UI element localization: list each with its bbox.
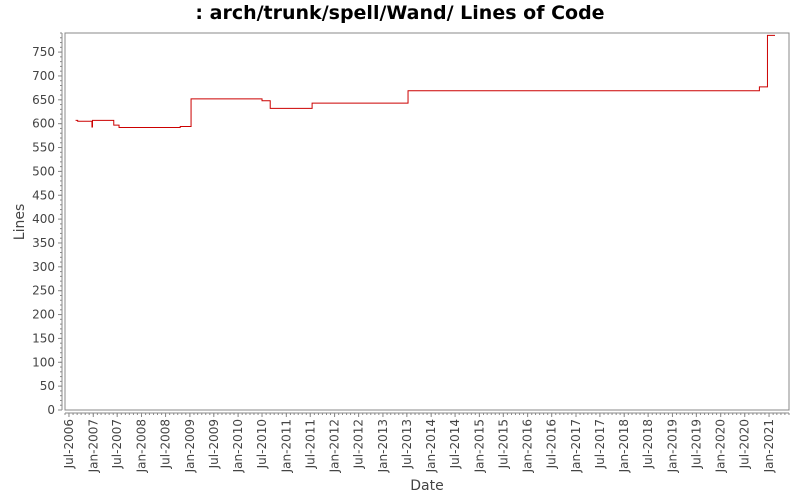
x-axis: Jul-2006 Jan-2007 Jul-2007 Jan-2008 Jul-2008… xyxy=(62,412,790,473)
y-tick-label: 750 xyxy=(32,45,55,59)
x-tick-label: Jan-2021 xyxy=(762,419,776,473)
plot-area xyxy=(64,32,790,411)
y-tick-label: 700 xyxy=(32,69,55,83)
x-tick-label: Jul-2016 xyxy=(545,419,559,469)
y-tick-label: 600 xyxy=(32,117,55,131)
x-tick-label: Jul-2017 xyxy=(593,419,607,469)
x-axis-label: Date xyxy=(410,478,443,494)
x-tick-label: Jan-2012 xyxy=(328,419,342,473)
y-tick-label: 500 xyxy=(32,164,55,178)
x-tick-label: Jul-2014 xyxy=(448,419,462,469)
x-tick-label: Jan-2014 xyxy=(424,419,438,473)
y-tick-label: 50 xyxy=(40,379,55,393)
x-tick-label: Jul-2010 xyxy=(255,419,269,469)
x-tick-label: Jan-2010 xyxy=(231,419,245,473)
x-tick-label: Jan-2007 xyxy=(86,419,100,473)
y-tick-label: 200 xyxy=(32,308,55,322)
x-tick-label: Jan-2019 xyxy=(665,419,679,473)
x-tick-label: Jan-2009 xyxy=(183,419,197,473)
series-layer xyxy=(75,34,775,128)
y-tick-label: 0 xyxy=(47,403,55,417)
y-tick-label: 450 xyxy=(32,188,55,202)
x-tick-label: Jan-2008 xyxy=(135,419,149,473)
x-tick-label: Jul-2011 xyxy=(303,419,317,469)
x-tick-label: Jul-2012 xyxy=(352,419,366,469)
y-axis: 0 50 100 150 200 250 300 350 400 450 500 550 600 650 7… xyxy=(32,32,63,417)
y-axis-label: Lines xyxy=(12,204,28,240)
x-tick-label: Jul-2018 xyxy=(641,419,655,469)
y-tick-label: 350 xyxy=(32,236,55,250)
x-tick-label: Jul-2015 xyxy=(496,419,510,469)
x-tick-label: Jul-2006 xyxy=(62,419,76,469)
x-tick-label: Jan-2018 xyxy=(617,419,631,473)
y-tick-label: 400 xyxy=(32,212,55,226)
x-tick-label: Jan-2017 xyxy=(569,419,583,473)
x-tick-label: Jul-2007 xyxy=(110,419,124,469)
x-tick-label: Jan-2020 xyxy=(714,419,728,473)
y-tick-label: 550 xyxy=(32,141,55,155)
x-tick-label: Jul-2019 xyxy=(689,419,703,469)
chart-title: : arch/trunk/spell/Wand/ Lines of Code xyxy=(195,2,605,24)
x-tick-label: Jul-2008 xyxy=(159,419,173,469)
y-tick-label: 150 xyxy=(32,331,55,345)
x-tick-label: Jul-2009 xyxy=(207,419,221,469)
x-tick-label: Jan-2013 xyxy=(376,419,390,473)
x-tick-label: Jul-2020 xyxy=(738,419,752,469)
y-tick-label: 250 xyxy=(32,284,55,298)
x-tick-label: Jan-2015 xyxy=(472,419,486,473)
x-tick-label: Jan-2011 xyxy=(279,419,293,473)
x-tick-label: Jul-2013 xyxy=(400,419,414,469)
series-line xyxy=(75,34,775,128)
x-tick-label: Jan-2016 xyxy=(521,419,535,473)
y-tick-label: 100 xyxy=(32,355,55,369)
y-tick-label: 300 xyxy=(32,260,55,274)
y-tick-label: 650 xyxy=(32,93,55,107)
